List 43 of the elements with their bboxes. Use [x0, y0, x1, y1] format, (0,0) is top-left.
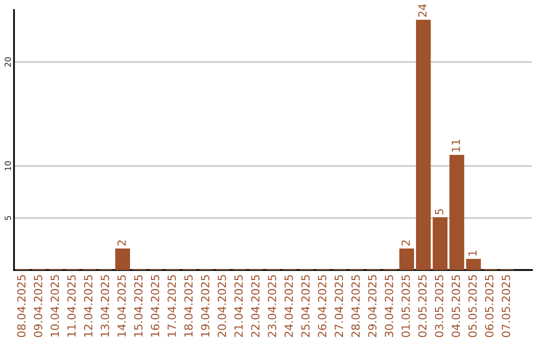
bar: [399, 248, 414, 270]
data-label: 24: [418, 4, 426, 17]
x-tick-label: 17.04.2025: [168, 275, 176, 337]
x-tick-label: 06.05.2025: [485, 275, 494, 338]
x-tick-label: 01.05.2025: [401, 275, 410, 338]
x-tick-label: 23.04.2025: [268, 275, 276, 337]
x-tick-label: 07.05.2025: [502, 275, 510, 338]
bar: [115, 248, 130, 270]
data-label: 2: [401, 240, 410, 246]
x-tick-label: 08.04.2025: [17, 275, 26, 338]
x-tick-label: 30.04.2025: [384, 275, 394, 337]
x-tick-label: 18.04.2025: [184, 275, 193, 337]
x-tick-label: 09.04.2025: [34, 275, 42, 338]
y-tick-label: 20: [4, 57, 11, 67]
x-tick-label: 20.04.2025: [218, 275, 226, 337]
x-tick-label: 26.04.2025: [318, 275, 326, 337]
x-tick-label: 19.04.2025: [200, 275, 210, 337]
bar: [466, 258, 481, 270]
x-tick-label: 13.04.2025: [100, 275, 110, 337]
x-tick-label: 21.04.2025: [234, 275, 243, 337]
x-tick-label: 04.05.2025: [452, 275, 460, 338]
x-tick-label: 10.04.2025: [50, 275, 59, 337]
x-tick-label: 02.05.2025: [418, 275, 427, 338]
x-tick-label: 29.04.2025: [368, 275, 376, 337]
x-tick-label: 12.04.2025: [84, 275, 92, 337]
x-tick-label: 16.04.2025: [150, 275, 160, 337]
data-label: 5: [435, 209, 444, 214]
x-tick-label: 14.04.2025: [117, 275, 126, 337]
y-tick-label: 5: [4, 216, 11, 220]
data-label: 2: [117, 240, 126, 246]
data-label: 1: [468, 250, 477, 256]
x-tick-label: 24.04.2025: [284, 275, 293, 337]
x-tick-label: 28.04.2025: [351, 275, 360, 337]
x-tick-label: 05.05.2025: [468, 275, 477, 338]
data-label: 11: [452, 140, 460, 152]
x-tick-label: 11.04.2025: [67, 275, 76, 337]
x-tick-label: 22.04.2025: [251, 275, 260, 337]
bar: [449, 154, 464, 270]
x-tick-label: 27.04.2025: [334, 275, 344, 337]
x-tick-label: 25.04.2025: [301, 275, 310, 337]
x-tick-label: 03.05.2025: [434, 275, 444, 338]
x-tick-label: 15.04.2025: [134, 275, 143, 337]
y-tick-label: 10: [4, 161, 11, 170]
